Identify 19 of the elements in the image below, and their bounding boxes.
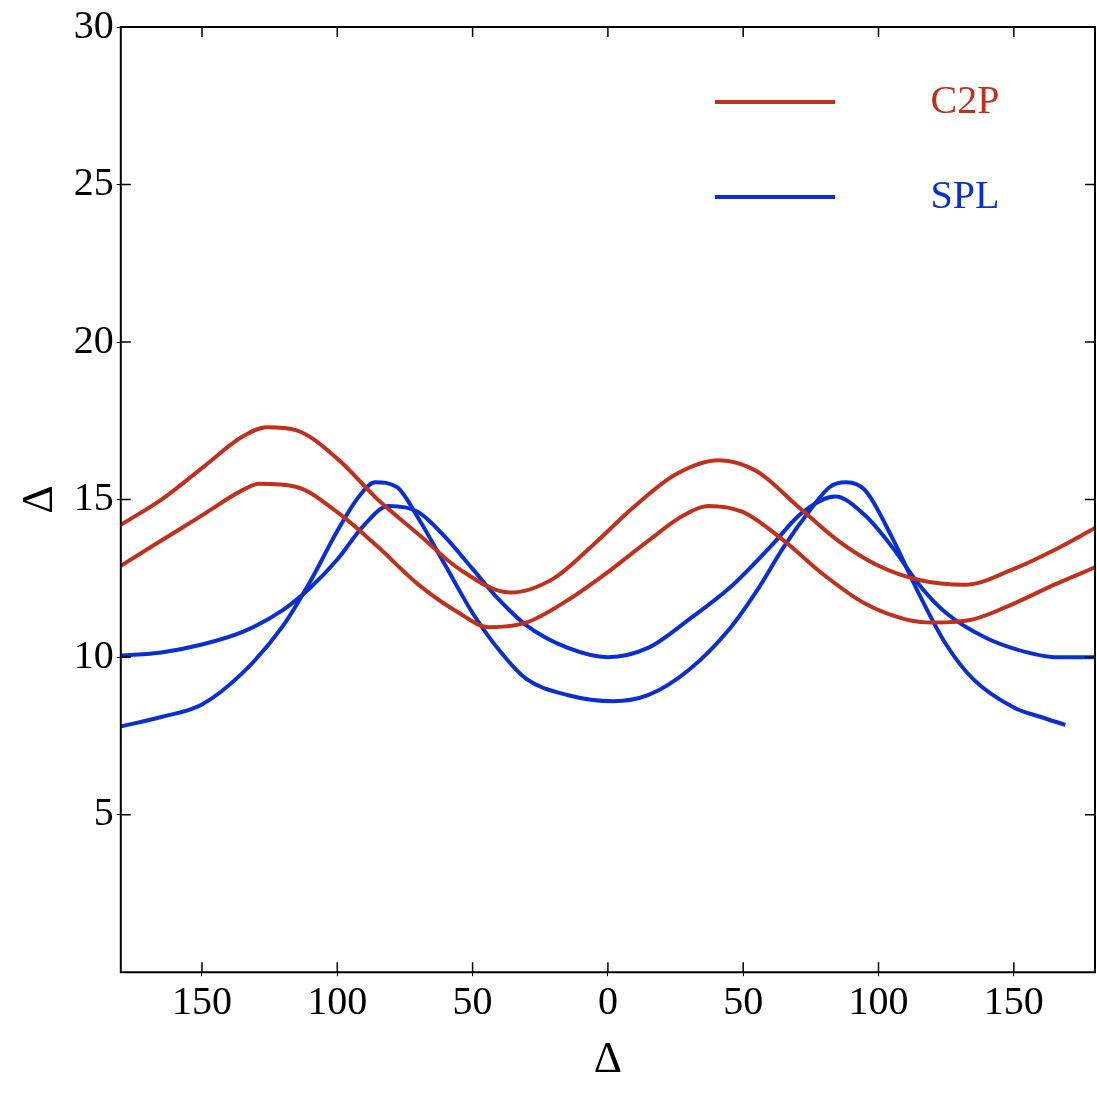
legend-label: C2P <box>930 76 1000 122</box>
y-axis-title: Δ <box>12 485 62 514</box>
legend-label: SPL <box>930 171 1000 217</box>
x-tick-label: 50 <box>723 977 764 1023</box>
x-tick-label: 0 <box>597 977 618 1023</box>
x-tick-label: 50 <box>452 977 493 1023</box>
x-tick-label: 100 <box>307 977 368 1023</box>
x-axis-title: Δ <box>593 1033 623 1083</box>
x-tick-label: 150 <box>171 977 232 1023</box>
line-series <box>120 425 1095 595</box>
y-tick-label: 20 <box>73 316 114 362</box>
x-tick-label: 100 <box>848 977 909 1023</box>
line-series <box>120 481 1095 630</box>
y-tick-label: 5 <box>93 789 114 835</box>
y-tick-label: 25 <box>73 159 114 205</box>
x-tick-label: 150 <box>983 977 1044 1023</box>
y-tick-label: 10 <box>73 631 114 677</box>
y-tick-label: 15 <box>73 474 114 520</box>
y-tick-label: 30 <box>73 1 114 47</box>
